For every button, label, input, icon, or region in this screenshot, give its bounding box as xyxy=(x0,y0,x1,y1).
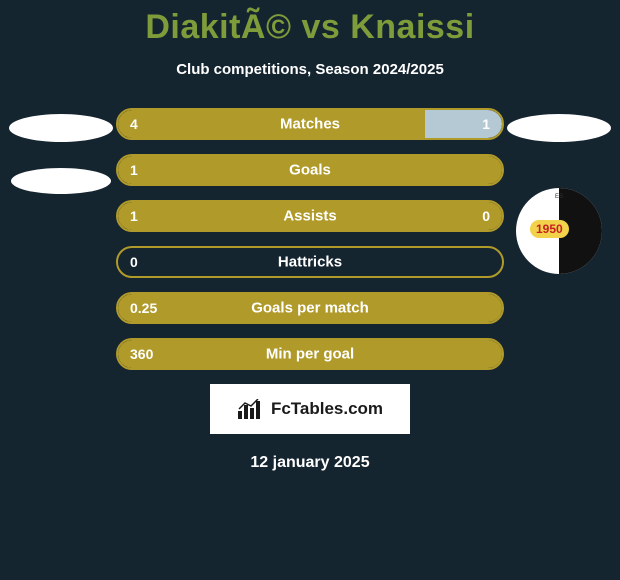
stat-left-value: 1 xyxy=(130,162,138,178)
stat-left-value: 0 xyxy=(130,254,138,270)
club-badge-initials: ES xyxy=(555,194,563,200)
stat-left-value: 4 xyxy=(130,116,138,132)
player-avatar-placeholder xyxy=(507,114,611,142)
stats-bars: 4 Matches 1 1 Goals 1 Assists 0 0 Hattricks 0.25 Go… xyxy=(116,108,504,370)
club-badge-placeholder xyxy=(11,168,111,194)
stat-left-value: 360 xyxy=(130,346,153,362)
stat-left-value: 1 xyxy=(130,208,138,224)
stat-label: Goals per match xyxy=(251,300,369,317)
stat-left-value: 0.25 xyxy=(130,300,157,316)
stat-bar: 0.25 Goals per match xyxy=(116,292,504,324)
club-badge-year: 1950 xyxy=(530,220,569,238)
left-player-col xyxy=(6,108,116,370)
stat-bar: 1 Goals xyxy=(116,154,504,186)
stat-label: Matches xyxy=(280,116,340,133)
page-title: DiakitÃ© vs Knaissi xyxy=(0,8,620,47)
brand-text: FcTables.com xyxy=(271,399,383,419)
stat-label: Assists xyxy=(283,208,336,225)
club-badge: ES 1950 xyxy=(516,188,602,274)
brand-box: FcTables.com xyxy=(210,384,410,434)
page-subtitle: Club competitions, Season 2024/2025 xyxy=(0,61,620,78)
stat-bar: 4 Matches 1 xyxy=(116,108,504,140)
stat-bar-left-fill xyxy=(118,110,425,138)
stat-bar: 1 Assists 0 xyxy=(116,200,504,232)
stat-bar: 0 Hattricks xyxy=(116,246,504,278)
body-row: 4 Matches 1 1 Goals 1 Assists 0 0 Hattricks 0.25 Go… xyxy=(0,108,620,370)
stat-bar: 360 Min per goal xyxy=(116,338,504,370)
comparison-container: DiakitÃ© vs Knaissi Club competitions, S… xyxy=(0,0,620,472)
stat-right-value: 0 xyxy=(482,208,490,224)
date-text: 12 january 2025 xyxy=(0,454,620,472)
stat-label: Goals xyxy=(289,162,331,179)
stat-right-value: 1 xyxy=(482,116,490,132)
stat-bar-right-fill xyxy=(425,110,502,138)
bar-chart-icon xyxy=(237,399,265,419)
right-player-col: ES 1950 xyxy=(504,108,614,370)
player-avatar-placeholder xyxy=(9,114,113,142)
stat-label: Hattricks xyxy=(278,254,342,271)
stat-label: Min per goal xyxy=(266,346,354,363)
